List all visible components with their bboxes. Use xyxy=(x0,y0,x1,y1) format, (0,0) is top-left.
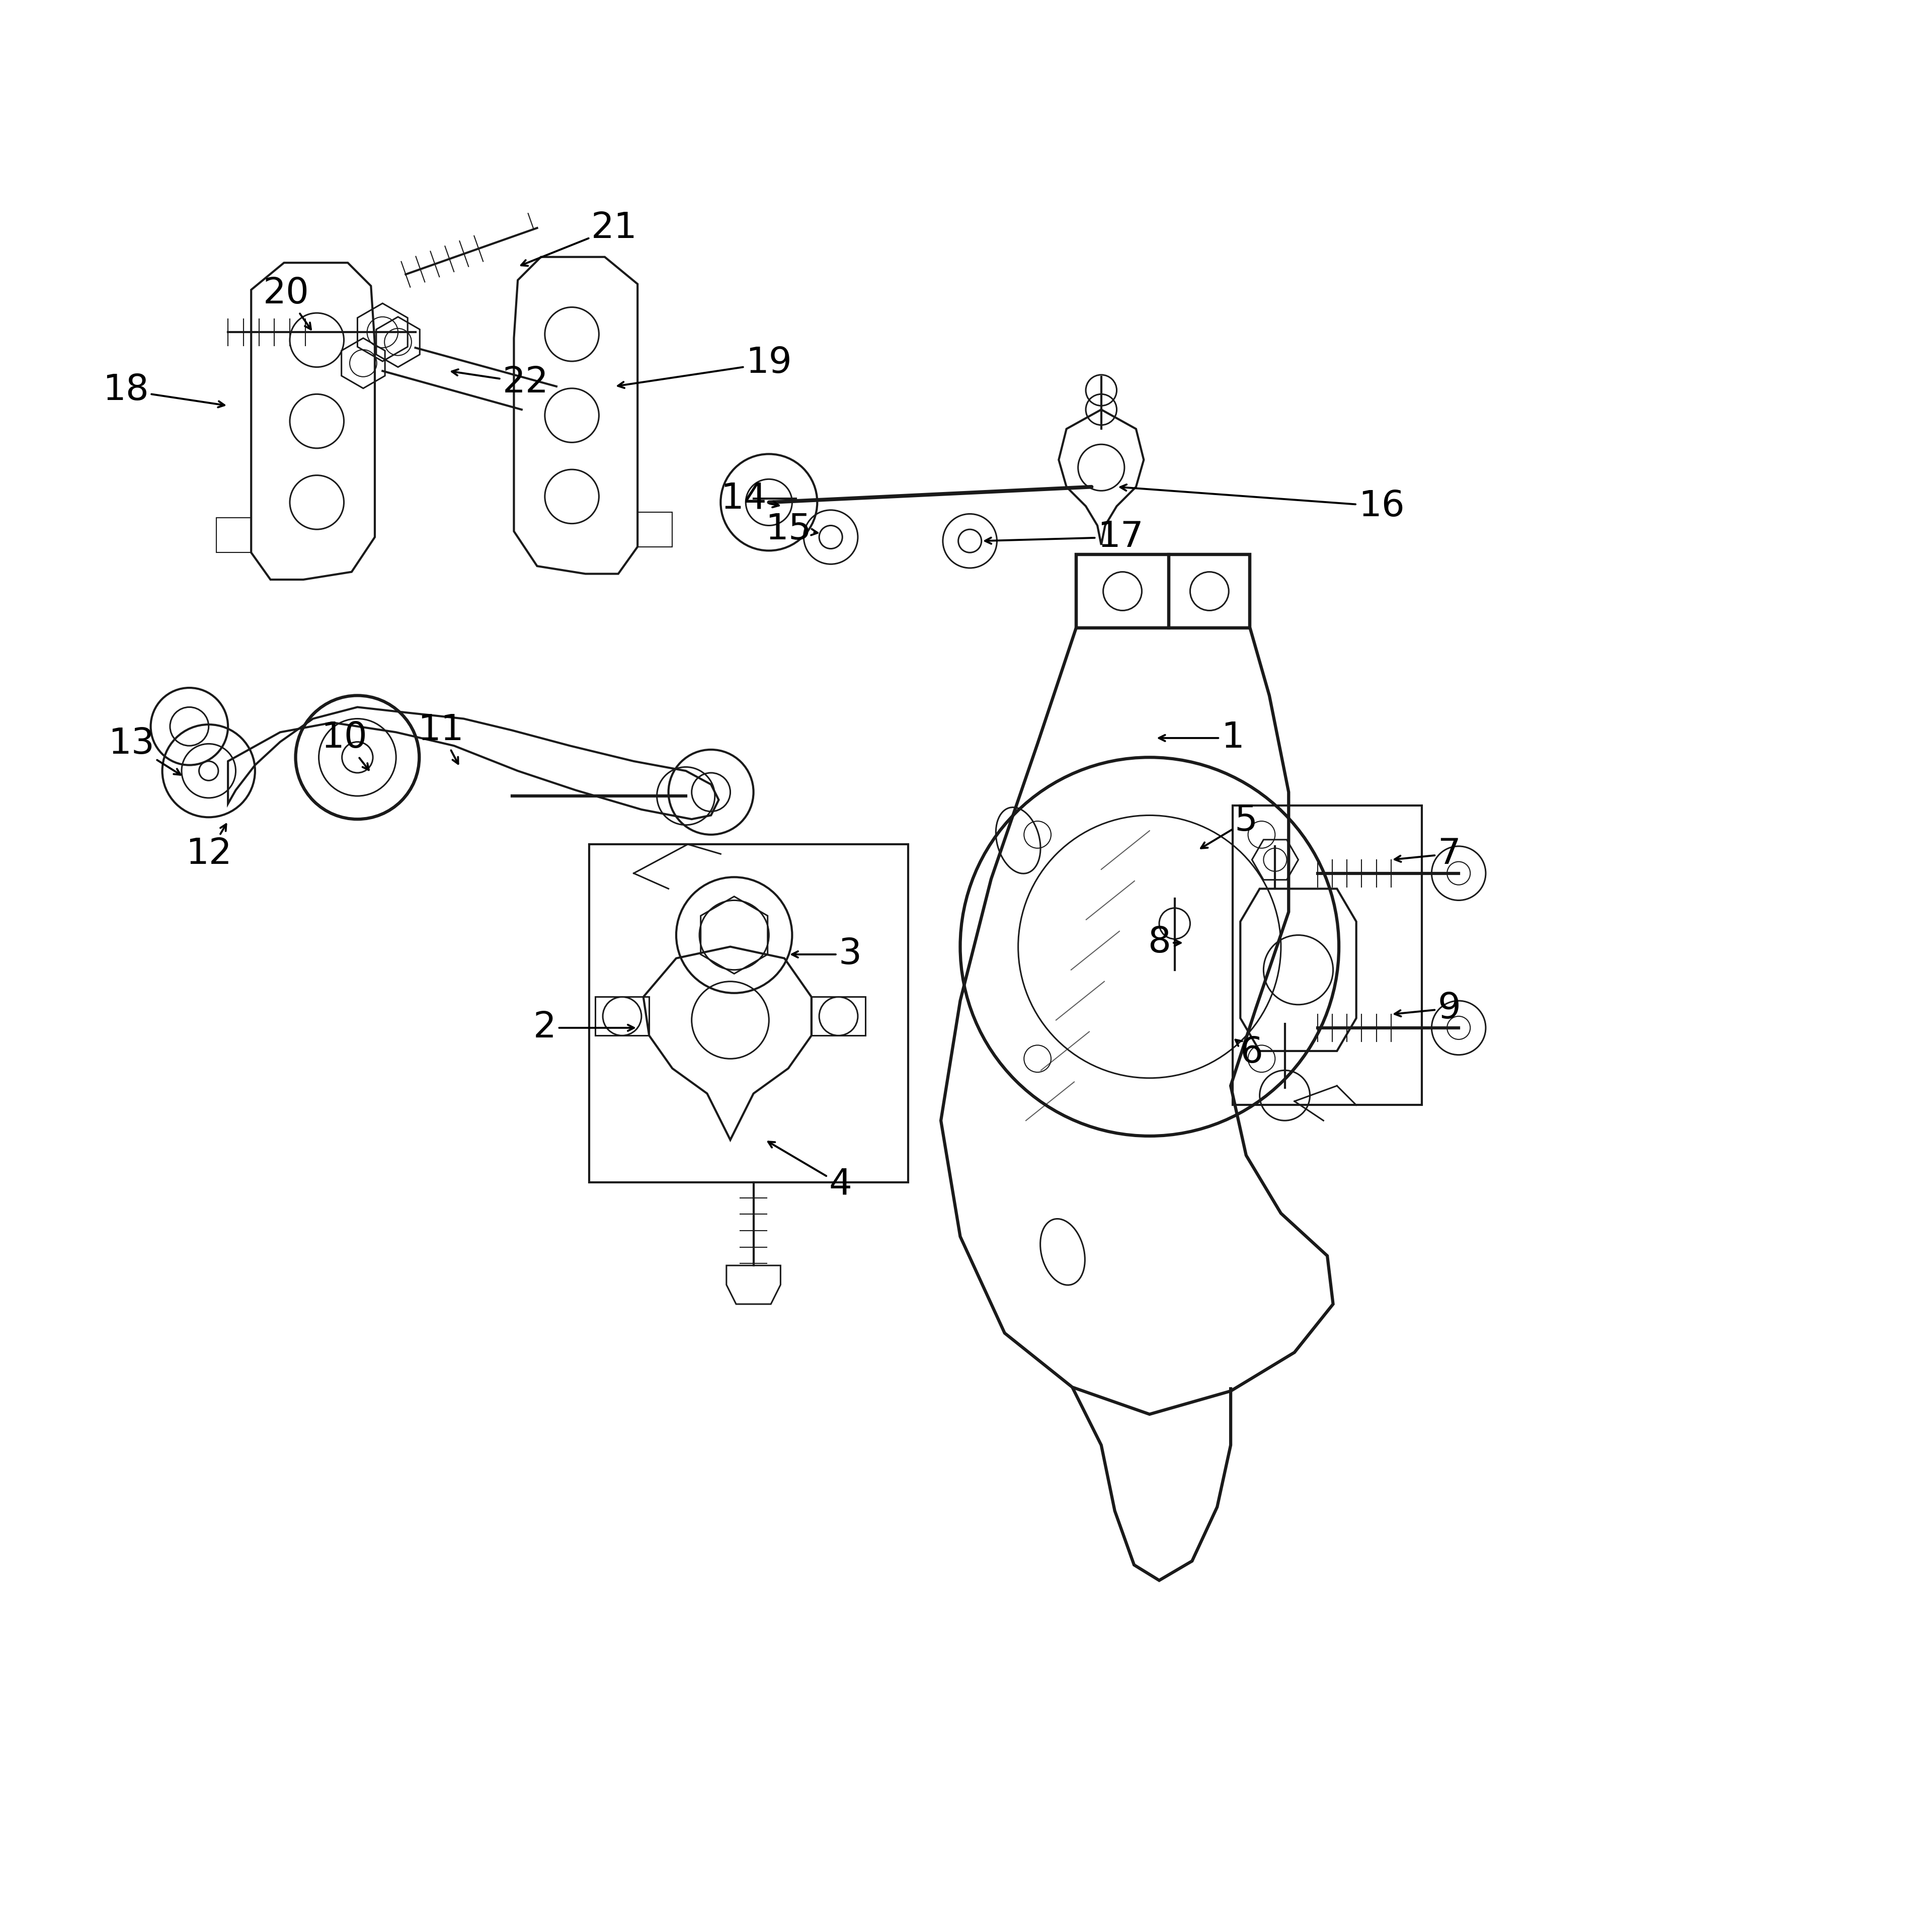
Text: 9: 9 xyxy=(1395,991,1461,1026)
Text: 19: 19 xyxy=(618,346,792,388)
Text: 10: 10 xyxy=(321,721,369,771)
Text: 5: 5 xyxy=(1202,804,1258,848)
Bar xyxy=(589,844,908,1182)
Bar xyxy=(1233,806,1422,1105)
Text: 11: 11 xyxy=(417,713,464,763)
Text: 2: 2 xyxy=(533,1010,634,1045)
Text: 6: 6 xyxy=(1235,1036,1264,1070)
Text: 3: 3 xyxy=(792,937,862,972)
Text: 18: 18 xyxy=(102,373,224,408)
Text: 8: 8 xyxy=(1148,925,1180,960)
Text: 17: 17 xyxy=(985,520,1144,554)
Text: 12: 12 xyxy=(185,825,232,871)
Bar xyxy=(1076,554,1169,628)
Text: 22: 22 xyxy=(452,365,549,400)
Text: 20: 20 xyxy=(263,276,311,328)
Text: 21: 21 xyxy=(522,211,638,267)
Text: 4: 4 xyxy=(769,1142,852,1202)
Text: 16: 16 xyxy=(1121,485,1405,524)
Text: 14: 14 xyxy=(721,481,779,516)
Text: 13: 13 xyxy=(108,726,180,775)
Bar xyxy=(1169,554,1250,628)
Text: 7: 7 xyxy=(1395,837,1461,871)
Text: 15: 15 xyxy=(765,512,817,547)
Text: 1: 1 xyxy=(1159,721,1244,755)
